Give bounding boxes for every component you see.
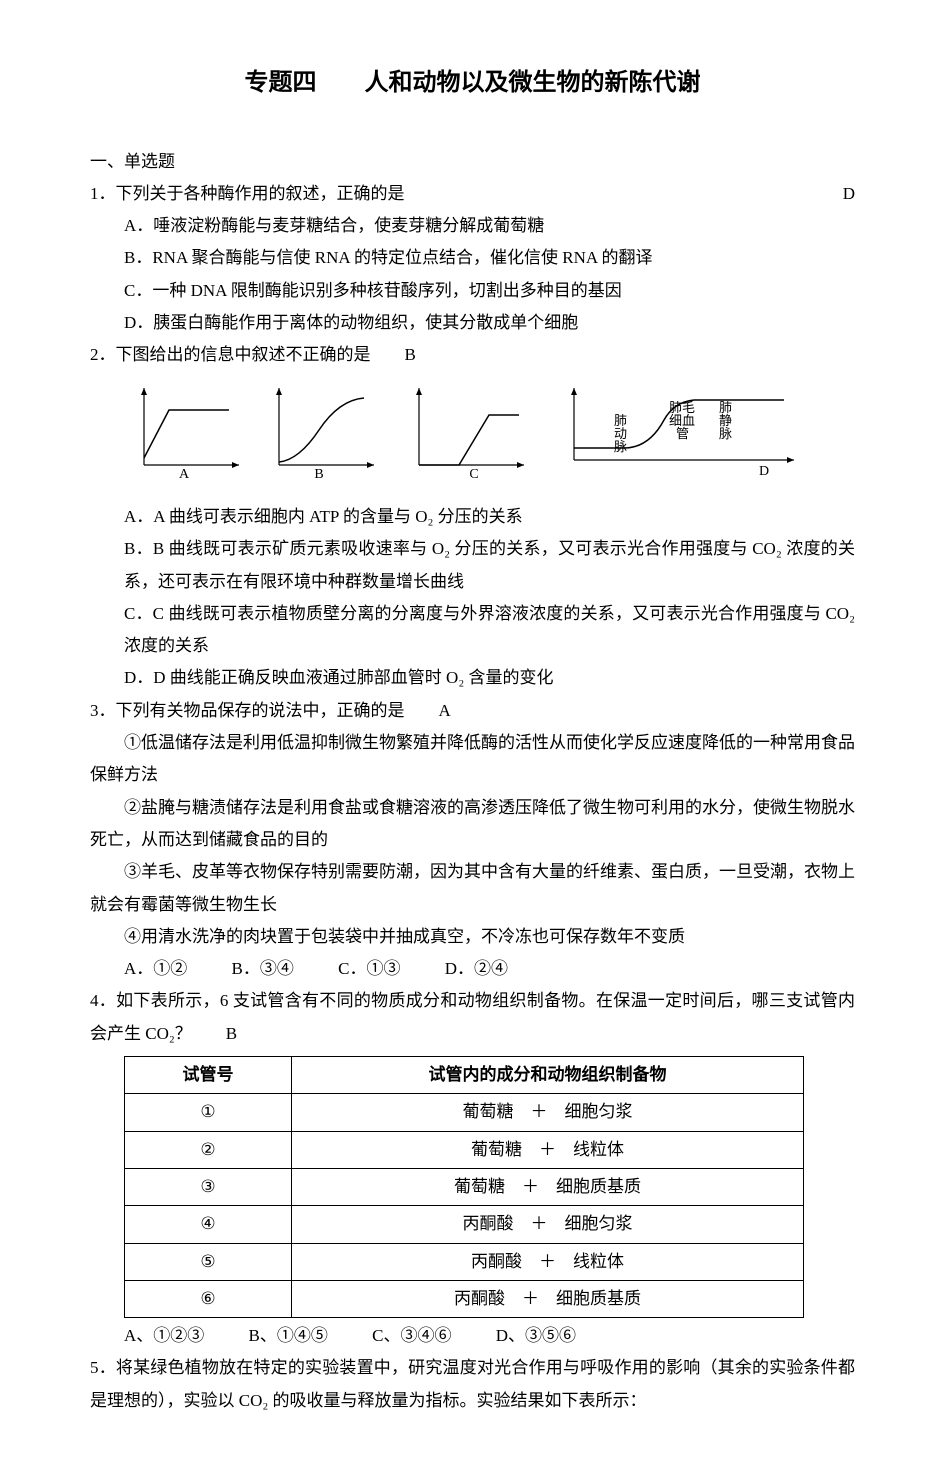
q4-optB: B、①④⑤ <box>249 1320 328 1352</box>
q4-r4c: 丙酮酸 ＋ 细胞匀浆 <box>292 1206 804 1243</box>
q3-stem: 3．下列有关物品保存的说法中，正确的是 A <box>90 695 855 727</box>
q4-stem: 4．如下表所示，6 支试管含有不同的物质成分和动物组织制备物。在保温一定时间后，… <box>90 985 855 1050</box>
chart-b: B <box>264 380 384 491</box>
q4-options: A、①②③ B、①④⑤ C、③④⑥ D、③⑤⑥ <box>90 1320 855 1352</box>
chart-d-label: D <box>759 464 769 479</box>
q4-r4n: ④ <box>125 1206 292 1243</box>
chart-d-label3: 肺静脉 <box>719 400 732 441</box>
table-row: ⑥丙酮酸 ＋ 细胞质基质 <box>125 1280 804 1317</box>
chart-b-label: B <box>314 467 323 480</box>
q4-r3c: 葡萄糖 ＋ 细胞质基质 <box>292 1168 804 1205</box>
q2-charts: A B C <box>124 380 855 491</box>
q3-optA: A．①② <box>124 953 187 985</box>
q3-p2: ②盐腌与糖渍储存法是利用食盐或食糖溶液的高渗透压降低了微生物可利用的水分，使微生… <box>90 792 855 857</box>
q1-optD: D．胰蛋白酶能作用于离体的动物组织，使其分散成单个细胞 <box>90 307 855 339</box>
q1-optB: B．RNA 聚合酶能与信使 RNA 的特定位点结合，催化信使 RNA 的翻译 <box>90 242 855 274</box>
q4-r6n: ⑥ <box>125 1280 292 1317</box>
q4-table: 试管号 试管内的成分和动物组织制备物 ①葡萄糖 ＋ 细胞匀浆 ②葡萄糖 ＋ 线粒… <box>124 1056 804 1318</box>
q4-r3n: ③ <box>125 1168 292 1205</box>
q3-optD: D．②④ <box>445 953 508 985</box>
page-title: 专题四 人和动物以及微生物的新陈代谢 <box>90 60 855 106</box>
q2-optA: A．A 曲线可表示细胞内 ATP 的含量与 O₂ 分压的关系 <box>90 501 855 533</box>
table-row: ④丙酮酸 ＋ 细胞匀浆 <box>125 1206 804 1243</box>
q4-r1c: 葡萄糖 ＋ 细胞匀浆 <box>292 1094 804 1131</box>
chart-d-label1: 肺动脉 <box>614 413 627 454</box>
chart-a-label: A <box>179 467 190 480</box>
section-heading: 一、单选题 <box>90 146 855 178</box>
q1-optA: A．唾液淀粉酶能与麦芽糖结合，使麦芽糖分解成葡萄糖 <box>90 210 855 242</box>
q3-p1: ①低温储存法是利用低温抑制微生物繁殖并降低酶的活性从而使化学反应速度降低的一种常… <box>90 727 855 792</box>
q4-r2c: 葡萄糖 ＋ 线粒体 <box>292 1131 804 1168</box>
q4-col2: 试管内的成分和动物组织制备物 <box>292 1057 804 1094</box>
q3-p3: ③羊毛、皮革等衣物保存特别需要防潮，因为其中含有大量的纤维素、蛋白质，一旦受潮，… <box>90 856 855 921</box>
q3-p4: ④用清水洗净的肉块置于包装袋中并抽成真空，不冷冻也可保存数年不变质 <box>90 921 855 953</box>
q4-r5n: ⑤ <box>125 1243 292 1280</box>
q4-r5c: 丙酮酸 ＋ 线粒体 <box>292 1243 804 1280</box>
q4-optA: A、①②③ <box>124 1320 204 1352</box>
q1-stem: 1．下列关于各种酶作用的叙述，正确的是 D <box>90 178 855 210</box>
q2-optC: C．C 曲线既可表示植物质壁分离的分离度与外界溶液浓度的关系，又可表示光合作用强… <box>90 598 855 663</box>
table-row: ②葡萄糖 ＋ 线粒体 <box>125 1131 804 1168</box>
table-row: ③葡萄糖 ＋ 细胞质基质 <box>125 1168 804 1205</box>
chart-a: A <box>124 380 244 491</box>
q2-optD: D．D 曲线能正确反映血液通过肺部血管时 O₂ 含量的变化 <box>90 662 855 694</box>
q3-options: A．①② B．③④ C．①③ D．②④ <box>90 953 855 985</box>
q4-r6c: 丙酮酸 ＋ 细胞质基质 <box>292 1280 804 1317</box>
q5-stem: 5．将某绿色植物放在特定的实验装置中，研究温度对光合作用与呼吸作用的影响（其余的… <box>90 1352 855 1417</box>
chart-c: C <box>404 380 534 491</box>
q4-optD: D、③⑤⑥ <box>496 1320 576 1352</box>
title-left: 专题四 <box>245 69 317 96</box>
q4-col1: 试管号 <box>125 1057 292 1094</box>
q4-r1n: ① <box>125 1094 292 1131</box>
q3-optC: C．①③ <box>338 953 400 985</box>
chart-c-label: C <box>469 467 478 480</box>
table-row: ①葡萄糖 ＋ 细胞匀浆 <box>125 1094 804 1131</box>
q2-optB: B．B 曲线既可表示矿质元素吸收速率与 O₂ 分压的关系，又可表示光合作用强度与… <box>90 533 855 598</box>
q1-stem-text: 1．下列关于各种酶作用的叙述，正确的是 <box>90 184 405 203</box>
chart-d: 肺动脉 肺毛 细血 管 肺静脉 D <box>554 380 804 491</box>
q1-optC: C．一种 DNA 限制酶能识别多种核苷酸序列，切割出多种目的基因 <box>90 275 855 307</box>
q4-r2n: ② <box>125 1131 292 1168</box>
q2-stem: 2．下图给出的信息中叙述不正确的是 B <box>90 339 855 371</box>
chart-d-label2: 肺毛 细血 管 <box>669 400 698 441</box>
q3-optB: B．③④ <box>232 953 294 985</box>
q1-answer: D <box>843 178 855 210</box>
table-row: ⑤丙酮酸 ＋ 线粒体 <box>125 1243 804 1280</box>
title-right: 人和动物以及微生物的新陈代谢 <box>365 69 701 96</box>
q4-optC: C、③④⑥ <box>372 1320 451 1352</box>
